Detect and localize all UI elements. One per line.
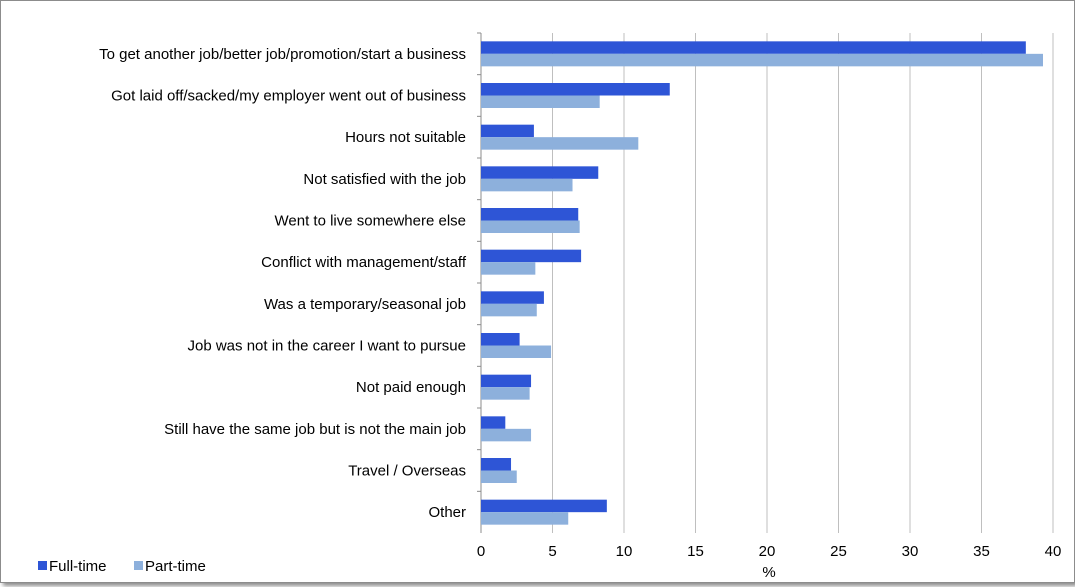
bar-part-time-5	[481, 262, 536, 275]
category-label-4: Went to live somewhere else	[275, 213, 466, 230]
bar-full-time-1	[481, 83, 670, 96]
legend-swatch-full-time	[38, 561, 47, 570]
bar-full-time-5	[481, 249, 582, 263]
bar-part-time-1	[481, 95, 600, 108]
category-label-11: Other	[428, 504, 466, 521]
x-tick-label-10: 10	[616, 543, 633, 560]
bars	[477, 32, 1043, 525]
bar-part-time-8	[481, 387, 530, 400]
bar-full-time-10	[481, 458, 512, 471]
x-tick-label-25: 25	[830, 543, 847, 560]
bar-full-time-3	[481, 166, 599, 179]
bar-full-time-6	[481, 291, 544, 304]
category-label-7: Job was not in the career I want to purs…	[188, 338, 467, 355]
x-tick-label-30: 30	[902, 543, 919, 560]
legend-swatch-part-time	[134, 561, 143, 570]
x-tick-labels: 0 5 10 15 20 25 30 35 40	[477, 543, 1062, 560]
x-tick-label-40: 40	[1045, 543, 1062, 560]
bar-full-time-4	[481, 208, 579, 221]
legend: Full-time Part-time	[38, 558, 206, 575]
bar-part-time-3	[481, 178, 573, 192]
bar-part-time-0	[481, 53, 1043, 67]
category-label-10: Travel / Overseas	[348, 463, 466, 480]
bar-part-time-4	[481, 220, 580, 233]
bar-part-time-9	[481, 428, 532, 442]
bar-full-time-9	[481, 416, 506, 429]
legend-label-full-time: Full-time	[49, 558, 107, 575]
category-label-3: Not satisfied with the job	[303, 171, 466, 188]
legend-label-part-time: Part-time	[145, 558, 206, 575]
bar-part-time-10	[481, 470, 517, 483]
bar-full-time-2	[481, 124, 534, 138]
x-tick-label-5: 5	[548, 543, 556, 560]
category-label-0: To get another job/better job/promotion/…	[99, 46, 466, 63]
category-label-5: Conflict with management/staff	[261, 254, 467, 271]
bar-part-time-11	[481, 512, 569, 525]
x-tick-label-15: 15	[687, 543, 704, 560]
category-label-6: Was a temporary/seasonal job	[264, 296, 466, 313]
bar-part-time-2	[481, 137, 639, 150]
bar-part-time-7	[481, 345, 552, 358]
category-label-1: Got laid off/sacked/my employer went out…	[111, 88, 466, 105]
category-label-8: Not paid enough	[356, 379, 466, 396]
x-tick-label-35: 35	[973, 543, 990, 560]
category-label-9: Still have the same job but is not the m…	[164, 421, 466, 438]
category-labels: To get another job/better job/promotion/…	[99, 46, 467, 521]
category-label-2: Hours not suitable	[345, 129, 466, 146]
bar-full-time-11	[481, 499, 607, 513]
x-tick-label-20: 20	[759, 543, 776, 560]
bar-full-time-0	[481, 41, 1026, 54]
bar-full-time-8	[481, 374, 532, 388]
x-tick-label-0: 0	[477, 543, 485, 560]
x-axis-title: %	[762, 564, 775, 581]
bar-part-time-6	[481, 303, 537, 317]
bar-full-time-7	[481, 333, 520, 346]
